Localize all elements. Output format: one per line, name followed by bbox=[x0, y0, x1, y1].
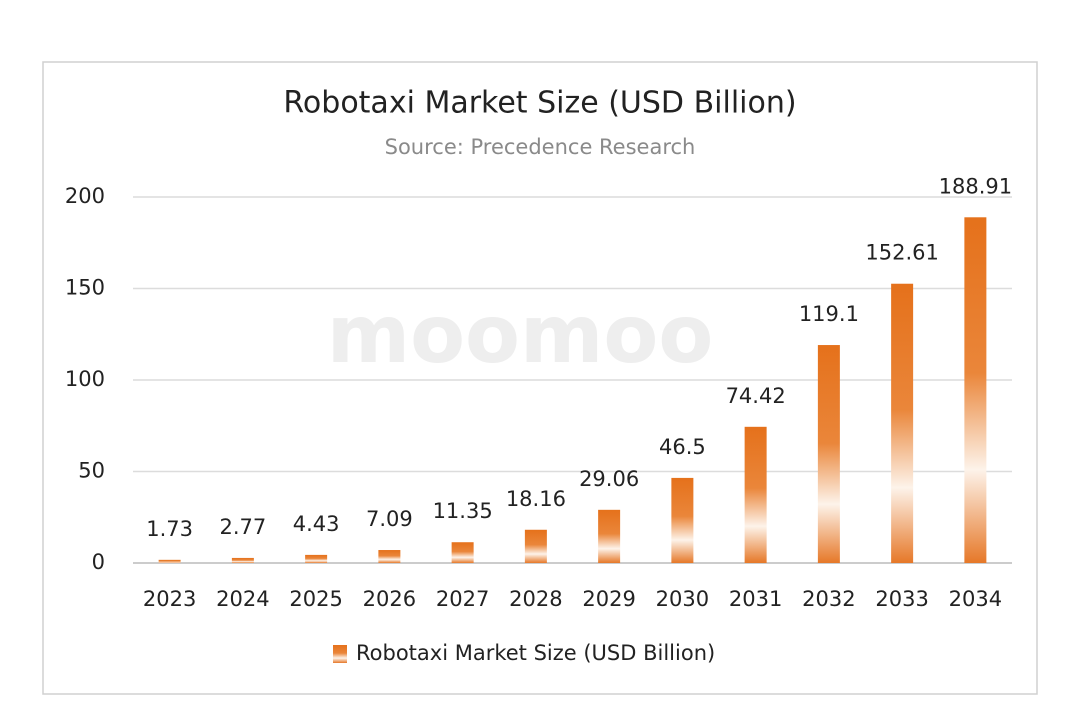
legend: Robotaxi Market Size (USD Billion) bbox=[333, 641, 715, 665]
x-tick-label: 2034 bbox=[949, 587, 1002, 611]
bar bbox=[158, 559, 181, 563]
y-tick-label: 50 bbox=[78, 459, 105, 483]
data-label: 29.06 bbox=[579, 467, 639, 491]
chart-frame bbox=[42, 61, 1038, 695]
data-label: 11.35 bbox=[433, 499, 493, 523]
x-tick-label: 2023 bbox=[143, 587, 196, 611]
data-label: 119.1 bbox=[799, 302, 859, 326]
x-tick-label: 2026 bbox=[363, 587, 416, 611]
bar bbox=[891, 283, 914, 563]
data-label: 18.16 bbox=[506, 487, 566, 511]
data-label: 188.91 bbox=[939, 174, 1012, 198]
data-label: 7.09 bbox=[366, 507, 413, 531]
x-tick-label: 2025 bbox=[289, 587, 342, 611]
x-tick-label: 2024 bbox=[216, 587, 269, 611]
bar bbox=[451, 542, 474, 563]
bar bbox=[817, 345, 840, 563]
data-label: 1.73 bbox=[146, 517, 193, 541]
y-tick-label: 200 bbox=[65, 184, 105, 208]
data-label: 46.5 bbox=[659, 435, 706, 459]
x-tick-label: 2031 bbox=[729, 587, 782, 611]
y-tick-label: 150 bbox=[65, 276, 105, 300]
data-label: 74.42 bbox=[726, 384, 786, 408]
data-label: 2.77 bbox=[219, 515, 266, 539]
bar bbox=[378, 550, 401, 563]
bar bbox=[744, 426, 767, 563]
legend-label: Robotaxi Market Size (USD Billion) bbox=[356, 641, 715, 665]
chart-subtitle: Source: Precedence Research bbox=[385, 135, 696, 159]
x-tick-label: 2029 bbox=[582, 587, 635, 611]
bar bbox=[598, 509, 621, 563]
bar bbox=[305, 554, 328, 563]
x-tick-label: 2033 bbox=[875, 587, 928, 611]
x-tick-label: 2027 bbox=[436, 587, 489, 611]
bar bbox=[524, 529, 547, 563]
x-tick-label: 2028 bbox=[509, 587, 562, 611]
data-label: 4.43 bbox=[293, 512, 340, 536]
bar bbox=[964, 217, 987, 564]
bar bbox=[671, 477, 694, 563]
bar bbox=[231, 557, 254, 563]
y-tick-label: 100 bbox=[65, 367, 105, 391]
data-label: 152.61 bbox=[865, 241, 938, 265]
chart-title: Robotaxi Market Size (USD Billion) bbox=[283, 86, 796, 121]
x-tick-label: 2030 bbox=[656, 587, 709, 611]
x-tick-label: 2032 bbox=[802, 587, 855, 611]
y-tick-label: 0 bbox=[92, 550, 105, 574]
legend-swatch bbox=[333, 645, 347, 663]
watermark: moomoo bbox=[327, 288, 714, 381]
